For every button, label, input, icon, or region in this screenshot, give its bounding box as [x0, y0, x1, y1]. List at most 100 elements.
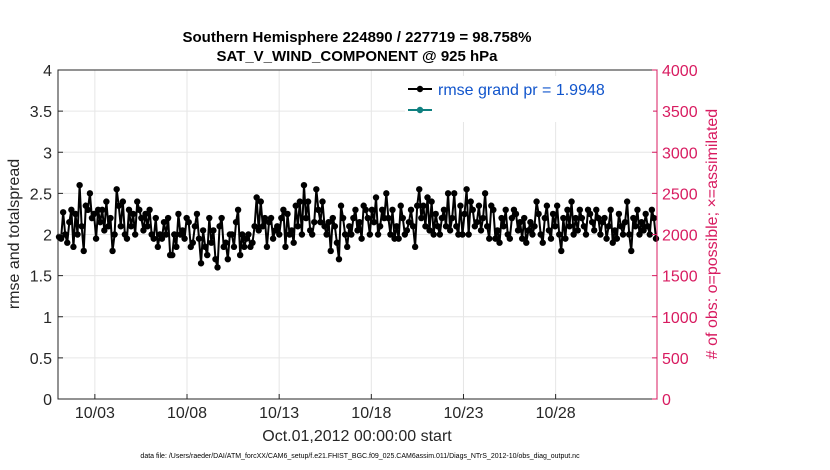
rmse-point [251, 223, 258, 230]
rmse-point [72, 210, 79, 218]
rmse-point [593, 206, 600, 214]
rmse-point [416, 186, 423, 193]
y-left-tick-label: 2 [43, 228, 52, 245]
rmse-point [136, 206, 143, 214]
rmse-point [389, 206, 396, 214]
y-left-tick-label: 2.5 [30, 186, 52, 203]
rmse-point [448, 214, 456, 222]
footer-data-file: data file: /Users/raeder/DAI/ATM_forcXX/… [140, 453, 580, 460]
rmse-point [341, 231, 349, 238]
rmse-point [169, 251, 176, 259]
y-right-tick-label: 3000 [662, 145, 698, 162]
rmse-point [479, 214, 487, 222]
rmse-point [294, 223, 302, 230]
rmse-point [615, 210, 623, 218]
rmse-point [212, 255, 219, 263]
rmse-point [432, 210, 439, 218]
rmse-point [409, 223, 417, 230]
rmse-point [560, 214, 567, 222]
rmse-point [317, 218, 324, 226]
rmse-point [652, 235, 660, 242]
x-tick-label: 10/18 [351, 405, 391, 422]
rmse-point [236, 251, 244, 259]
rmse-point [333, 239, 341, 246]
rmse-point [508, 214, 516, 222]
rmse-point [634, 206, 641, 214]
rmse-point [162, 231, 170, 238]
rmse-point [96, 218, 104, 226]
rmse-point [119, 198, 127, 205]
y-left-tick-label: 1.5 [30, 269, 52, 286]
rmse-point [206, 214, 213, 222]
rmse-point [325, 218, 332, 226]
y-axis-right: 0 500 1000 1500 2000 2500 3000 3500 4000 [652, 63, 698, 409]
y-left-tick-label: 0 [43, 392, 52, 409]
rmse-point [329, 214, 336, 222]
rmse-point [123, 235, 131, 242]
rmse-point [280, 206, 287, 214]
y-axis-left: 0 0.5 1 1.5 2 2.5 3 3.5 4 [30, 63, 63, 409]
rmse-point [430, 231, 437, 238]
rmse-point [245, 231, 252, 238]
rmse-point [232, 218, 240, 226]
rmse-point [249, 239, 256, 246]
rmse-point [154, 243, 162, 251]
rmse-point [595, 214, 602, 222]
rmse-point [144, 223, 151, 230]
rmse-point [80, 247, 87, 255]
legend: rmse grand pr = 1.9948 [405, 76, 653, 122]
rmse-point [385, 214, 392, 222]
rmse-point [650, 214, 658, 222]
rmse-point [556, 231, 563, 238]
rmse-point [597, 231, 604, 238]
rmse-point [623, 198, 631, 205]
rmse-point [607, 206, 614, 214]
rmse-point [601, 214, 608, 222]
rmse-point [393, 223, 400, 230]
rmse-point [263, 243, 271, 251]
rmse-point [636, 231, 643, 238]
rmse-point [131, 231, 139, 238]
rmse-point [638, 218, 645, 226]
rmse-point [76, 181, 83, 189]
rmse-point [467, 198, 474, 205]
rmse-point [366, 231, 374, 238]
rmse-point [331, 223, 339, 230]
rmse-point [62, 231, 69, 238]
rmse-point [477, 227, 485, 234]
y-axis-right-label: # of obs: o=possible; ×=assimilated [704, 109, 721, 359]
rmse-point [276, 231, 283, 238]
rmse-point [403, 227, 411, 234]
rmse-point [518, 235, 526, 242]
rmse-point [533, 198, 540, 205]
rmse-point [230, 243, 238, 251]
rmse-point [397, 202, 404, 209]
rmse-point [483, 223, 491, 230]
rmse-point [255, 227, 262, 234]
y-right-tick-label: 1500 [662, 269, 698, 286]
rmse-point [395, 235, 402, 242]
rmse-point [86, 190, 94, 197]
rmse-point [407, 206, 415, 214]
rmse-point [99, 206, 106, 214]
y-right-tick-label: 4000 [662, 63, 698, 80]
y-left-tick-label: 3 [43, 145, 52, 162]
rmse-point [498, 214, 505, 222]
rmse-point [368, 206, 376, 214]
rmse-point [175, 210, 182, 218]
rmse-point [216, 223, 223, 230]
rmse-point [502, 206, 509, 214]
rmse-point [298, 231, 306, 238]
rmse-point [512, 210, 520, 218]
rmse-point [547, 235, 555, 242]
rmse-point [210, 227, 217, 234]
rmse-point [92, 235, 100, 242]
rmse-point [434, 223, 441, 230]
rmse-point [113, 186, 120, 193]
rmse-point [461, 210, 468, 218]
rmse-point [70, 243, 77, 251]
rmse-point [646, 231, 653, 238]
chart-title-line1: Southern Hemisphere 224890 / 227719 = 98… [183, 29, 532, 46]
rmse-point [613, 235, 621, 242]
rmse-point [57, 235, 65, 242]
